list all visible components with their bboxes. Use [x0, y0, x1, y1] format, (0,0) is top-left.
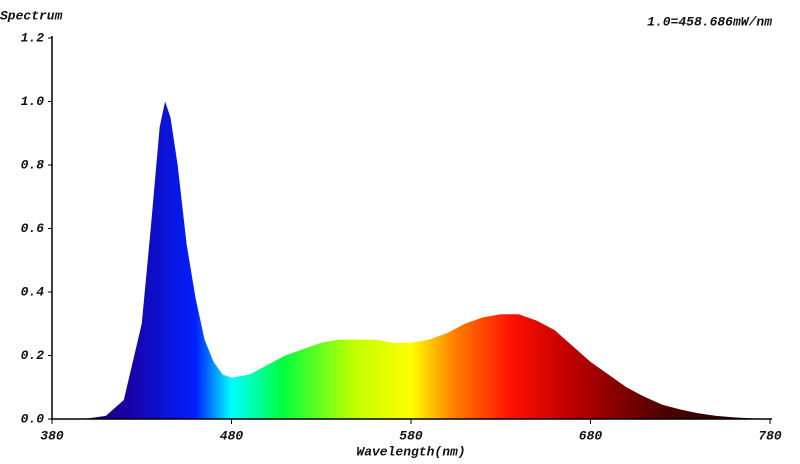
y-tick-label: 0.8: [21, 157, 45, 172]
x-tick-label: 780: [758, 428, 782, 443]
x-axis-label: Wavelength(nm): [356, 444, 465, 459]
plot-area: [52, 101, 770, 419]
x-tick-label: 480: [220, 428, 244, 443]
x-tick-label: 580: [399, 428, 423, 443]
spectrum-area: [52, 101, 770, 419]
x-tick-label: 680: [579, 428, 603, 443]
y-tick-label: 0.0: [21, 411, 45, 426]
y-tick-label: 1.0: [21, 94, 45, 109]
annotation: 1.0=458.686mW/nm: [647, 14, 772, 29]
y-tick-label: 0.6: [21, 221, 45, 236]
y-tick-label: 0.2: [21, 348, 45, 363]
y-tick-label: 0.4: [21, 284, 45, 299]
x-tick-label: 380: [40, 428, 64, 443]
y-axis-label: Spectrum: [0, 8, 63, 23]
y-tick-label: 1.2: [21, 30, 45, 45]
